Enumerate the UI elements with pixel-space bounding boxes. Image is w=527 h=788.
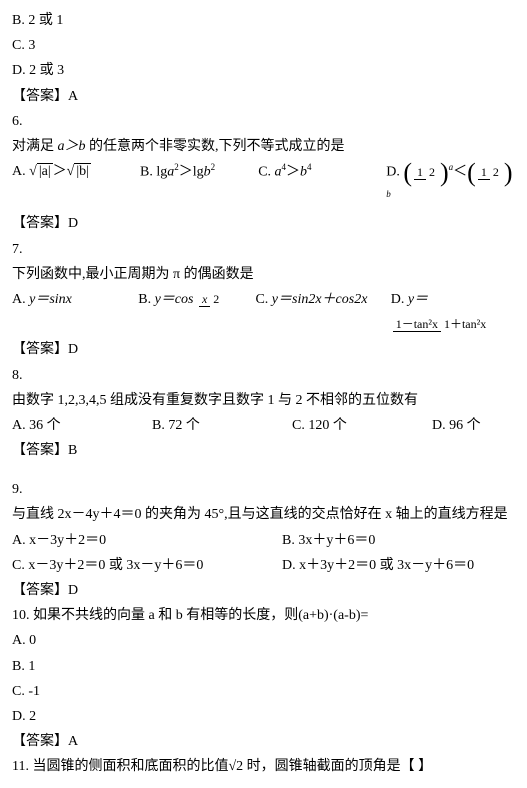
q6-b-gt: ＞lg	[179, 165, 204, 180]
q6-number: 6.	[12, 109, 515, 134]
radical-icon: √|b|	[67, 159, 91, 184]
q6-c-label: C.	[258, 165, 274, 180]
q7-c-expr: y＝sin2x＋cos2x	[272, 292, 368, 307]
fraction: 12	[478, 166, 502, 179]
q7-d-label: D.	[391, 292, 408, 307]
q7-options: A. y＝sinx B. y＝cos x2 C. y＝sin2x＋cos2x D…	[12, 287, 515, 337]
q9-options-row1: A. x－3y＋2＝0 B. 3x＋y＋6＝0	[12, 528, 515, 553]
q8-opt-b: B. 72 个	[152, 413, 292, 438]
q7-opt-a: A. y＝sinx	[12, 287, 138, 337]
q6-stem: 对满足 a＞b 的任意两个非零实数,下列不等式成立的是	[12, 134, 515, 159]
answer-d: 【答案】D	[12, 578, 515, 603]
q9-options-row2: C. x－3y＋2＝0 或 3x－y＋6＝0 D. x＋3y＋2＝0 或 3x－…	[12, 553, 515, 578]
q10-opt-a: A. 0	[12, 628, 515, 653]
q6-opt-b: B. lga2＞lgb2	[140, 159, 258, 211]
q6-d-label: D.	[386, 165, 403, 180]
q7-b-pre: y＝cos	[155, 292, 197, 307]
q8-opt-a: A. 36 个	[12, 413, 152, 438]
q10-opt-b: B. 1	[12, 654, 515, 679]
q6-stem-post: 的任意两个非零实数,下列不等式成立的是	[86, 139, 345, 154]
q8-opt-d: D. 96 个	[432, 413, 481, 438]
var-a: a	[275, 165, 282, 180]
q6-opt-c: C. a4＞b4	[258, 159, 386, 211]
exp-4: 4	[307, 162, 312, 172]
q7-opt-d: D. y＝ 1－tan²x1＋tan²x	[391, 287, 515, 337]
q6-a-label: A.	[12, 164, 29, 179]
var-b: b	[204, 165, 211, 180]
q10-opt-d: D. 2	[12, 704, 515, 729]
q9-opt-c: C. x－3y＋2＝0 或 3x－y＋6＝0	[12, 553, 282, 578]
q6-opt-d: D. (12)a＜(12)b	[386, 159, 515, 211]
q9-number: 9.	[12, 477, 515, 502]
var-b: b	[300, 165, 307, 180]
exp-b: b	[386, 189, 391, 199]
q9-opt-b: B. 3x＋y＋6＝0	[282, 528, 375, 553]
q8-opt-c: C. 120 个	[292, 413, 432, 438]
answer-d: 【答案】D	[12, 211, 515, 236]
q6-opt-a: A. √|a|＞√|b|	[12, 159, 140, 211]
q7-opt-b: B. y＝cos x2	[138, 287, 255, 337]
q7-a-label: A.	[12, 292, 29, 307]
q6-b-pre: B. lg	[140, 165, 167, 180]
q6-a-gt: ＞	[53, 164, 67, 179]
answer-a: 【答案】A	[12, 729, 515, 754]
q10-stem: 10. 如果不共线的向量 a 和 b 有相等的长度，则(a+b)·(a-b)=	[12, 603, 515, 628]
q9-opt-a: A. x－3y＋2＝0	[12, 528, 282, 553]
q7-opt-c: C. y＝sin2x＋cos2x	[255, 287, 390, 337]
radical-icon: √|a|	[29, 159, 53, 184]
fraction: x2	[199, 293, 222, 306]
option-d: D. 2 或 3	[12, 58, 515, 83]
q6-options: A. √|a|＞√|b| B. lga2＞lgb2 C. a4＞b4 D. (1…	[12, 159, 515, 211]
q6-d-lt: ＜	[453, 165, 467, 180]
answer-d: 【答案】D	[12, 337, 515, 362]
q11-stem: 11. 当圆锥的侧面积和底面积的比值√2 时，圆锥轴截面的顶角是【 】	[12, 754, 515, 779]
option-c: C. 3	[12, 33, 515, 58]
q7-c-label: C.	[255, 292, 271, 307]
q7-stem: 下列函数中,最小正周期为 π 的偶函数是	[12, 262, 515, 287]
q10-opt-c: C. -1	[12, 679, 515, 704]
q7-d-pre: y＝	[408, 292, 428, 307]
q7-a-expr: y＝sinx	[29, 292, 72, 307]
q6-c-gt: ＞	[286, 165, 300, 180]
q8-stem: 由数字 1,2,3,4,5 组成没有重复数字且数字 1 与 2 不相邻的五位数有	[12, 388, 515, 413]
q8-options: A. 36 个 B. 72 个 C. 120 个 D. 96 个	[12, 413, 515, 438]
q7-number: 7.	[12, 237, 515, 262]
fraction: 12	[414, 166, 438, 179]
q9-opt-d: D. x＋3y＋2＝0 或 3x－y＋6＝0	[282, 553, 474, 578]
option-b: B. 2 或 1	[12, 8, 515, 33]
q6-stem-pre: 对满足	[12, 139, 58, 154]
q8-number: 8.	[12, 363, 515, 388]
q6-cond: a＞b	[58, 139, 86, 154]
q9-stem: 与直线 2x－4y＋4＝0 的夹角为 45°,且与这直线的交点恰好在 x 轴上的…	[12, 502, 515, 527]
fraction: 1－tan²x1＋tan²x	[393, 318, 490, 331]
exp-2: 2	[211, 162, 216, 172]
answer-b: 【答案】B	[12, 438, 515, 463]
answer-a: 【答案】A	[12, 84, 515, 109]
q7-b-label: B.	[138, 292, 154, 307]
